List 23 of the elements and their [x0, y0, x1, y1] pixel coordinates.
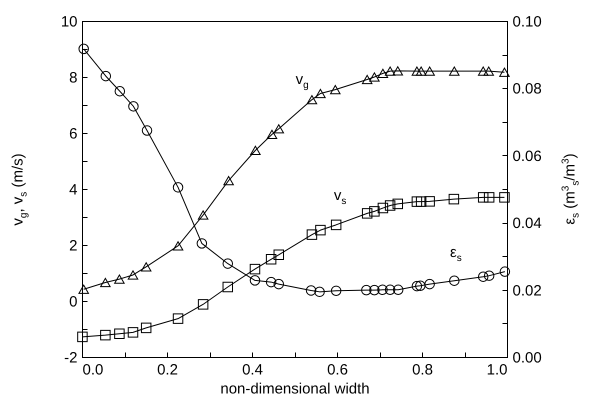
x-tick-label: 0.4 — [242, 362, 263, 378]
y-tick-label: 0 — [69, 294, 78, 310]
y2-tick-label: 0.00 — [512, 350, 542, 366]
annotation: ε$_{s}$ — [450, 244, 462, 264]
x-tick-label: 1.0 — [486, 362, 508, 378]
x-axis-title: non-dimensional width — [220, 380, 370, 398]
x-tick-label: 0.2 — [157, 362, 178, 378]
annotation: v$_{g}$ — [296, 71, 309, 92]
x-tick-label: 0.8 — [412, 362, 433, 378]
y-tick-label: 10 — [60, 14, 78, 30]
y2-tick-label: 0.08 — [512, 80, 542, 98]
x-tick-label: 0.0 — [82, 362, 104, 378]
y-tick-label: 8 — [69, 70, 78, 86]
y-tick-label: -2 — [64, 350, 78, 366]
y2-tick-label: 0.02 — [512, 282, 542, 300]
y2-tick-label: 0.04 — [512, 215, 542, 232]
y2-tick-label: 0.10 — [512, 14, 542, 30]
y-tick-label: 6 — [69, 126, 78, 142]
y-tick-label: 2 — [69, 238, 78, 254]
y-tick-label: 4 — [69, 182, 78, 198]
annotation: v$_{s}$ — [334, 186, 346, 207]
y2-tick-label: 0.06 — [512, 148, 542, 165]
x-tick-label: 0.6 — [327, 362, 348, 378]
